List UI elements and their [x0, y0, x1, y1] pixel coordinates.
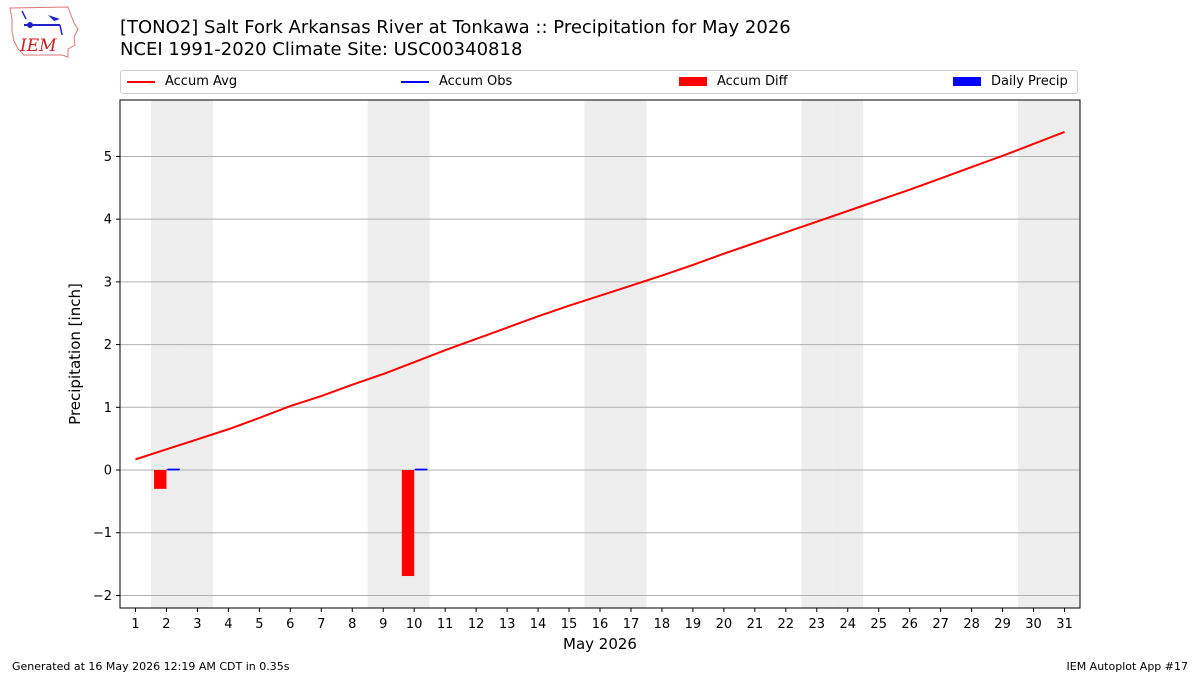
x-tick-label: 16 [592, 617, 609, 632]
x-tick-label: 19 [685, 617, 702, 632]
y-axis-label: Precipitation [inch] [66, 283, 84, 425]
legend-label-accum-obs: Accum Obs [439, 74, 513, 89]
x-tick-label: 11 [437, 617, 454, 632]
legend-item-accum-diff: Accum Diff [679, 74, 788, 89]
x-tick-label: 21 [747, 617, 764, 632]
x-tick-label: 26 [901, 617, 918, 632]
y-tick-label: 2 [104, 338, 112, 353]
x-tick-label: 7 [317, 617, 325, 632]
x-tick-label: 6 [286, 617, 294, 632]
y-tick-label: 4 [104, 213, 112, 228]
x-tick-label: 29 [994, 617, 1011, 632]
x-tick-label: 5 [255, 617, 263, 632]
legend-swatch-accum-diff [679, 77, 707, 86]
weekend-shade-day-30 [1018, 100, 1050, 608]
y-tick-label: −2 [93, 589, 112, 604]
x-tick-label: 30 [1025, 617, 1042, 632]
x-tick-label: 20 [716, 617, 733, 632]
y-tick-label: 0 [104, 464, 112, 479]
x-tick-label: 12 [468, 617, 485, 632]
x-tick-label: 8 [348, 617, 356, 632]
x-tick-label: 10 [406, 617, 423, 632]
x-tick-label: 31 [1056, 617, 1073, 632]
x-tick-label: 13 [499, 617, 516, 632]
series-line-accum-avg [135, 131, 1065, 461]
legend-swatch-accum-avg [127, 80, 155, 83]
legend-label-daily-precip: Daily Precip [991, 74, 1068, 89]
legend-item-accum-avg: Accum Avg [127, 74, 237, 89]
x-tick-label: 17 [623, 617, 640, 632]
weekend-shade-day-23 [801, 100, 833, 608]
x-tick-label: 2 [162, 617, 170, 632]
y-tick-label: 1 [104, 401, 112, 416]
y-tick-label: 3 [104, 275, 112, 290]
legend-label-accum-avg: Accum Avg [165, 74, 238, 89]
x-tick-label: 18 [654, 617, 671, 632]
weekend-shade-day-24 [832, 100, 864, 608]
chart-subtitle: NCEI 1991-2020 Climate Site: USC00340818 [120, 39, 523, 60]
app-label: IEM Autoplot App #17 [1066, 660, 1189, 673]
weekend-shade-day-9 [367, 100, 399, 608]
weekend-shade-day-16 [584, 100, 616, 608]
x-tick-label: 3 [193, 617, 201, 632]
x-tick-label: 24 [839, 617, 856, 632]
weekend-shade-day-2 [150, 100, 182, 608]
y-tick-label: −1 [93, 526, 112, 541]
y-tick-label: 5 [104, 150, 112, 165]
legend-item-accum-obs: Accum Obs [401, 74, 512, 89]
x-tick-label: 27 [932, 617, 949, 632]
legend: Accum Avg Accum Obs Accum Diff Daily Pre… [120, 70, 1078, 94]
chart-title: [TONO2] Salt Fork Arkansas River at Tonk… [120, 17, 791, 38]
legend-label-accum-diff: Accum Diff [717, 74, 788, 89]
legend-item-daily-precip: Daily Precip [953, 74, 1068, 89]
x-tick-label: 9 [379, 617, 387, 632]
legend-swatch-daily-precip [953, 77, 981, 86]
x-tick-label: 22 [778, 617, 795, 632]
weekend-shade-day-31 [1049, 100, 1080, 608]
x-tick-label: 25 [870, 617, 887, 632]
x-tick-label: 23 [809, 617, 826, 632]
x-tick-label: 14 [530, 617, 547, 632]
x-axis-label: May 2026 [563, 635, 637, 653]
x-tick-label: 4 [224, 617, 232, 632]
iem-logo-icon: IEM [9, 6, 79, 58]
weekend-shade-day-3 [181, 100, 213, 608]
x-tick-label: 1 [131, 617, 139, 632]
generated-timestamp: Generated at 16 May 2026 12:19 AM CDT in… [12, 660, 290, 673]
bar-accum-diff-day-10 [401, 470, 415, 577]
logo-text: IEM [19, 36, 57, 56]
legend-swatch-accum-obs [401, 80, 429, 83]
x-tick-label: 15 [561, 617, 578, 632]
weekend-shade-day-17 [615, 100, 647, 608]
x-tick-label: 28 [963, 617, 980, 632]
bar-accum-diff-day-2 [154, 470, 167, 489]
